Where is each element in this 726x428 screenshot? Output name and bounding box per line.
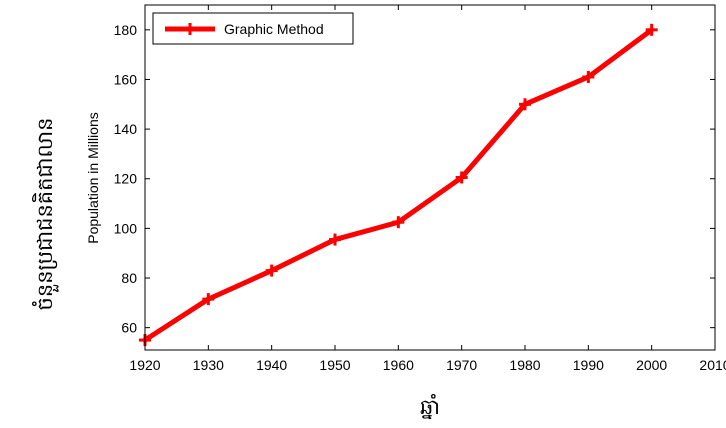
data-point <box>519 98 531 111</box>
x-tick-label: 2000 <box>636 357 667 373</box>
plot-area <box>145 5 715 350</box>
data-point <box>329 233 341 246</box>
x-tick-label: 1930 <box>193 357 224 373</box>
outer-left-label: ចំនួនប្រជាជនគិតជាលាន <box>32 118 59 311</box>
x-tick-label: 1960 <box>383 357 414 373</box>
data-point <box>392 216 405 229</box>
y-tick-label: 160 <box>114 71 138 87</box>
axis-ticks <box>144 5 716 350</box>
outer-bottom-label: ឆ្នាំ <box>420 394 440 420</box>
series-layer <box>139 23 658 347</box>
data-point <box>455 171 468 184</box>
data-point <box>582 70 595 83</box>
x-tick-label: 1920 <box>129 357 160 373</box>
plot-frame <box>144 4 716 351</box>
x-tick-label: 2010 <box>699 357 726 373</box>
x-tick-label: 1980 <box>509 357 540 373</box>
y-tick-label: 180 <box>114 22 138 38</box>
legend-label: Graphic Method <box>224 21 324 37</box>
x-tick-label: 1970 <box>446 357 477 373</box>
legend-marker <box>184 23 196 35</box>
y-tick-label: 60 <box>121 320 137 336</box>
data-point <box>202 293 215 306</box>
legend: Graphic Method <box>152 12 354 45</box>
y-tick-label: 80 <box>121 270 137 286</box>
x-tick-label: 1950 <box>319 357 350 373</box>
x-tick-label: 1990 <box>573 357 604 373</box>
data-point <box>645 23 658 36</box>
y-tick-label: 140 <box>114 121 138 137</box>
y-axis-label: Population in Millions <box>85 112 101 244</box>
y-tick-label: 120 <box>114 171 138 187</box>
y-tick-label: 100 <box>114 220 138 236</box>
x-tick-label: 1940 <box>256 357 287 373</box>
tick-labels: 1920 1930 1940 1950 1960 1970 1980 1990 2000 2010… <box>114 22 726 373</box>
data-point <box>265 264 278 277</box>
